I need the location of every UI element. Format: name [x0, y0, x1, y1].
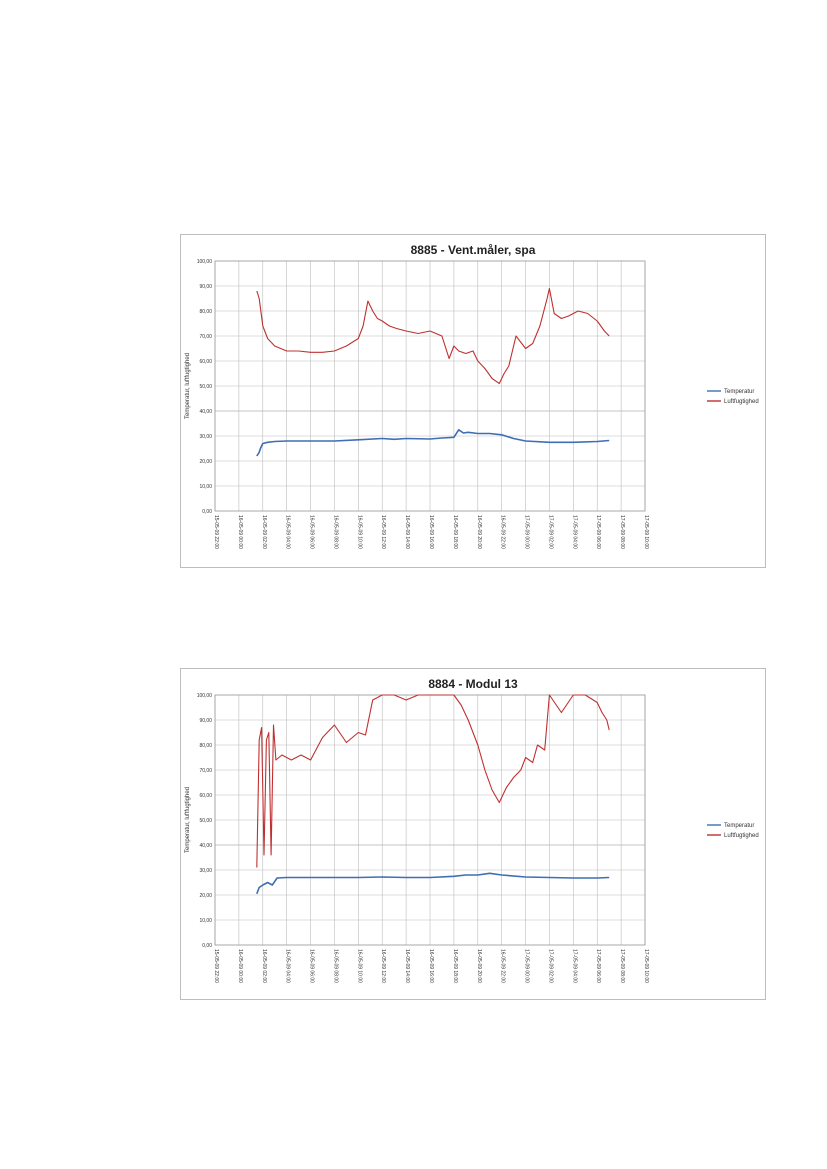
x-tick-label: 16-05-09 18:00: [452, 949, 458, 983]
x-tick-label: 16-05-09 16:00: [428, 949, 434, 983]
y-tick-label: 0,00: [202, 509, 212, 515]
x-tick-label: 17-05-09 00:00: [524, 949, 530, 983]
x-tick-label: 17-05-09 08:00: [619, 515, 625, 549]
series-line-temperatur: [256, 429, 610, 457]
x-tick-label: 16-05-09 14:00: [404, 949, 410, 983]
y-tick-label: 20,00: [199, 893, 212, 899]
y-tick-label: 100,00: [197, 693, 213, 699]
y-tick-label: 50,00: [199, 384, 212, 390]
y-tick-label: 10,00: [199, 484, 212, 490]
y-tick-label: 50,00: [199, 818, 212, 824]
x-tick-label: 16-05-09 22:00: [500, 515, 506, 549]
x-tick-label: 15-05-09 22:00: [213, 515, 219, 549]
plot-area: [214, 260, 646, 512]
y-tick-label: 60,00: [199, 359, 212, 365]
x-tick-label: 17-05-09 10:00: [643, 949, 649, 983]
y-axis-label: Temperatur, luftfugtighed: [185, 787, 191, 853]
x-tick-label: 16-05-09 10:00: [356, 515, 362, 549]
x-tick-label: 17-05-09 00:00: [524, 515, 530, 549]
x-tick-label: 17-05-09 02:00: [547, 949, 553, 983]
y-axis-label: Temperatur, luftfugtighed: [185, 353, 191, 419]
y-tick-label: 70,00: [199, 334, 212, 340]
y-tick-label: 30,00: [199, 868, 212, 874]
chart-title: 8885 - Vent.måler, spa: [410, 243, 536, 257]
y-tick-label: 100,00: [197, 259, 213, 265]
x-tick-label: 16-05-09 06:00: [309, 515, 315, 549]
x-tick-label: 16-05-09 14:00: [404, 515, 410, 549]
series-line-luftfugtighed: [256, 694, 610, 868]
x-tick-label: 16-05-09 20:00: [476, 949, 482, 983]
x-tick-label: 16-05-09 02:00: [261, 949, 267, 983]
y-tick-label: 40,00: [199, 843, 212, 849]
x-tick-label: 16-05-09 00:00: [237, 949, 243, 983]
x-tick-label: 16-05-09 04:00: [285, 515, 291, 549]
chart-svg: 0,00 10,00 20,00 30,00 40,00 50,00 60,00 70,00 8…: [185, 259, 759, 549]
y-tick-label: 30,00: [199, 434, 212, 440]
y-tick-label: 10,00: [199, 918, 212, 924]
x-tick-label: 17-05-09 02:00: [547, 515, 553, 549]
legend-label: Luftfugtighed: [724, 399, 759, 405]
y-tick-label: 70,00: [199, 768, 212, 774]
x-tick-label: 16-05-09 12:00: [380, 949, 386, 983]
x-tick-label: 16-05-09 20:00: [476, 515, 482, 549]
chart-8885: 8885 - Vent.måler, spa 0,00 10,00 20,00 30,…: [180, 234, 766, 568]
x-tick-label: 17-05-09 06:00: [595, 949, 601, 983]
y-tick-label: 90,00: [199, 718, 212, 724]
chart-svg: 0,00 10,00 20,00 30,00 40,00 50,00 60,00 70,00 8…: [185, 693, 759, 983]
legend-label: Temperatur: [724, 389, 754, 395]
x-tick-label: 17-05-09 04:00: [571, 949, 577, 983]
x-tick-label: 17-05-09 04:00: [571, 515, 577, 549]
y-tick-label: 20,00: [199, 459, 212, 465]
x-tick-label: 16-05-09 08:00: [332, 949, 338, 983]
x-tick-label: 16-05-09 02:00: [261, 515, 267, 549]
x-tick-label: 16-05-09 18:00: [452, 515, 458, 549]
y-tick-label: 90,00: [199, 284, 212, 290]
series-line-luftfugtighed: [256, 287, 610, 385]
legend-label: Temperatur: [724, 823, 754, 829]
x-tick-label: 16-05-09 12:00: [380, 515, 386, 549]
x-tick-label: 17-05-09 10:00: [643, 515, 649, 549]
y-tick-label: 40,00: [199, 409, 212, 415]
y-tick-label: 60,00: [199, 793, 212, 799]
x-tick-label: 16-05-09 08:00: [332, 515, 338, 549]
x-tick-label: 16-05-09 10:00: [356, 949, 362, 983]
x-tick-label: 16-05-09 00:00: [237, 515, 243, 549]
x-tick-label: 16-05-09 04:00: [285, 949, 291, 983]
y-tick-label: 0,00: [202, 943, 212, 949]
chart-title: 8884 - Modul 13: [428, 677, 518, 691]
x-tick-label: 16-05-09 22:00: [500, 949, 506, 983]
y-tick-label: 80,00: [199, 309, 212, 315]
x-tick-label: 17-05-09 06:00: [595, 515, 601, 549]
series-line-temperatur: [256, 872, 610, 895]
legend-label: Luftfugtighed: [724, 833, 759, 839]
y-tick-label: 80,00: [199, 743, 212, 749]
x-tick-label: 17-05-09 08:00: [619, 949, 625, 983]
chart-8884: 8884 - Modul 13 0,00 10,00 20,00 30,00 40,00…: [180, 668, 766, 1000]
x-tick-label: 15-05-09 22:00: [213, 949, 219, 983]
x-tick-label: 16-05-09 16:00: [428, 515, 434, 549]
x-tick-label: 16-05-09 06:00: [309, 949, 315, 983]
